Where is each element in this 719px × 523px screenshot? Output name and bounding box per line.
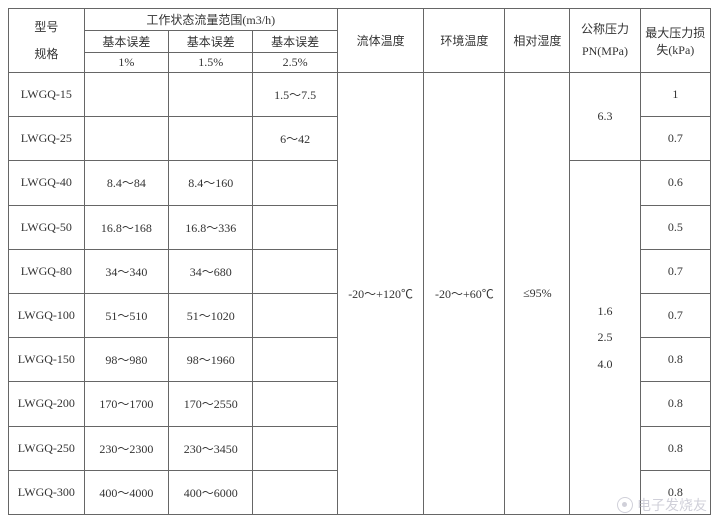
cell-e1: 16.8～168 (84, 205, 168, 249)
cell-e2 (169, 73, 253, 117)
cell-loss: 0.7 (640, 293, 710, 337)
header-err3-label: 基本误差 (253, 31, 337, 53)
cell-e2: 400～6000 (169, 470, 253, 514)
cell-model: LWGQ-100 (9, 293, 85, 337)
cell-e1: 400～4000 (84, 470, 168, 514)
header-flow-range: 工作状态流量范围(m3/h) (84, 9, 337, 31)
cell-e3: 1.5～7.5 (253, 73, 337, 117)
header-err2-val: 1.5% (169, 53, 253, 73)
cell-e1: 170～1700 (84, 382, 168, 426)
cell-model: LWGQ-80 (9, 249, 85, 293)
cell-e2: 16.8～336 (169, 205, 253, 249)
cell-e1: 8.4～84 (84, 161, 168, 205)
cell-e3 (253, 426, 337, 470)
table-row: LWGQ-15 1.5～7.5 -20～+120℃ -20～+60℃ ≤95% … (9, 73, 711, 117)
header-pn: 公称压力 PN(MPa) (570, 9, 640, 73)
cell-loss: 0.8 (640, 426, 710, 470)
cell-e3 (253, 293, 337, 337)
cell-model: LWGQ-250 (9, 426, 85, 470)
header-humidity: 相对湿度 (505, 9, 570, 73)
spec-table: 型号 规格 工作状态流量范围(m3/h) 流体温度 环境温度 相对湿度 公称压力… (8, 8, 711, 515)
cell-e3 (253, 382, 337, 426)
cell-e2: 230～3450 (169, 426, 253, 470)
cell-e1 (84, 73, 168, 117)
cell-env-temp: -20～+60℃ (424, 73, 505, 515)
cell-e2: 34～680 (169, 249, 253, 293)
cell-loss: 0.6 (640, 161, 710, 205)
header-env-temp: 环境温度 (424, 9, 505, 73)
cell-e3 (253, 470, 337, 514)
cell-e2: 8.4～160 (169, 161, 253, 205)
cell-model: LWGQ-15 (9, 73, 85, 117)
cell-model: LWGQ-40 (9, 161, 85, 205)
cell-loss: 0.8 (640, 470, 710, 514)
cell-e1 (84, 117, 168, 161)
cell-loss: 1 (640, 73, 710, 117)
cell-model: LWGQ-200 (9, 382, 85, 426)
pn-line2: 2.5 (572, 324, 637, 350)
pn-line1: 1.6 (572, 298, 637, 324)
cell-e1: 98～980 (84, 338, 168, 382)
cell-model: LWGQ-50 (9, 205, 85, 249)
header-err1-val: 1% (84, 53, 168, 73)
cell-e1: 34～340 (84, 249, 168, 293)
pn-line3: 4.0 (572, 351, 637, 377)
cell-e3 (253, 161, 337, 205)
cell-model: LWGQ-150 (9, 338, 85, 382)
cell-e2 (169, 117, 253, 161)
cell-fluid-temp: -20～+120℃ (337, 73, 424, 515)
cell-e2: 98～1960 (169, 338, 253, 382)
cell-pn-bot: 1.6 2.5 4.0 (570, 161, 640, 515)
cell-model: LWGQ-25 (9, 117, 85, 161)
cell-loss: 0.7 (640, 117, 710, 161)
cell-pn-top: 6.3 (570, 73, 640, 161)
cell-e2: 170～2550 (169, 382, 253, 426)
cell-loss: 0.7 (640, 249, 710, 293)
cell-e3 (253, 249, 337, 293)
cell-loss: 0.8 (640, 382, 710, 426)
cell-e3 (253, 338, 337, 382)
header-err1-label: 基本误差 (84, 31, 168, 53)
cell-e3 (253, 205, 337, 249)
header-err2-label: 基本误差 (169, 31, 253, 53)
cell-e3: 6～42 (253, 117, 337, 161)
cell-humidity: ≤95% (505, 73, 570, 515)
cell-e1: 51～510 (84, 293, 168, 337)
header-loss: 最大压力损失(kPa) (640, 9, 710, 73)
header-model: 型号 规格 (9, 9, 85, 73)
cell-e2: 51～1020 (169, 293, 253, 337)
cell-loss: 0.8 (640, 338, 710, 382)
cell-e1: 230～2300 (84, 426, 168, 470)
cell-model: LWGQ-300 (9, 470, 85, 514)
header-err3-val: 2.5% (253, 53, 337, 73)
header-fluid-temp: 流体温度 (337, 9, 424, 73)
cell-loss: 0.5 (640, 205, 710, 249)
